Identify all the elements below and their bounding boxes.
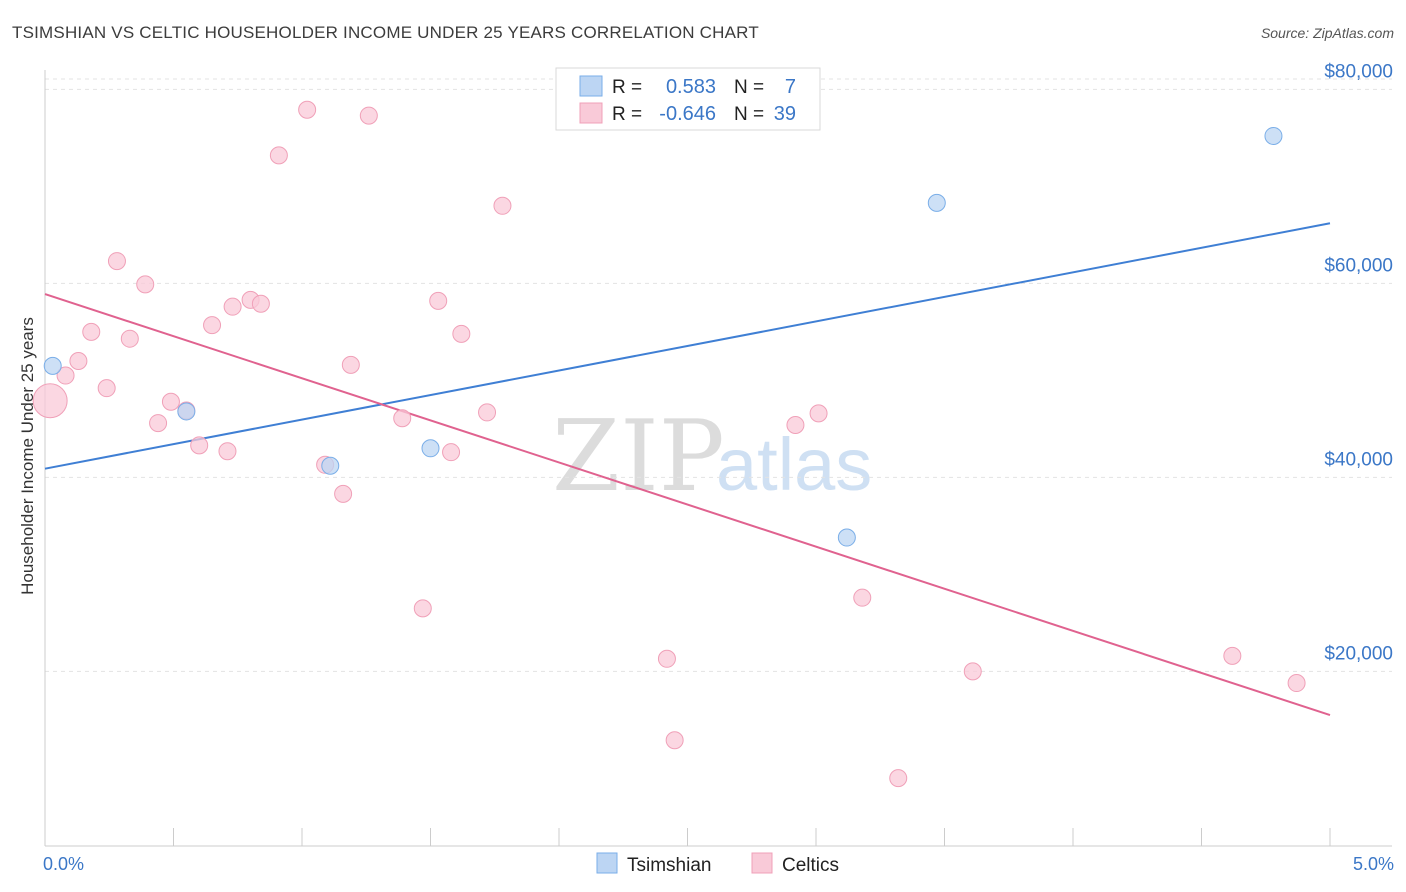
point-celtics xyxy=(190,436,209,455)
watermark-atlas: atlas xyxy=(716,423,872,506)
point-celtics xyxy=(393,409,412,428)
legend-n-value-celtics: 39 xyxy=(774,103,796,125)
point-celtics xyxy=(69,352,88,370)
bottom-legend-label-celtics: Celtics xyxy=(782,855,839,876)
point-celtics xyxy=(203,316,222,335)
point-celtics xyxy=(493,196,512,215)
point-celtics xyxy=(120,329,139,348)
point-celtics xyxy=(442,443,461,462)
point-celtics xyxy=(809,404,828,423)
point-celtics xyxy=(1287,674,1306,693)
legend-swatch-celtics xyxy=(579,102,603,124)
point-tsimshian xyxy=(837,528,856,547)
trend-line-tsimshian xyxy=(44,222,1331,470)
bottom-legend-swatch-celtics xyxy=(751,852,773,874)
watermark-zip: ZIP xyxy=(552,400,725,514)
point-celtics xyxy=(963,662,982,681)
legend-n-value-tsimshian: 7 xyxy=(785,76,796,98)
point-celtics xyxy=(107,252,126,271)
point-celtics xyxy=(1223,646,1242,665)
point-celtics xyxy=(341,355,360,374)
bottom-legend: Tsimshian Celtics xyxy=(596,852,839,876)
legend: R = 0.583 N = 7 R = -0.646 N = 39 xyxy=(555,67,821,131)
y-tick-label: $20,000 xyxy=(1324,643,1393,664)
bottom-legend-swatch-tsimshian xyxy=(596,852,618,874)
point-tsimshian xyxy=(421,439,440,458)
point-celtics xyxy=(334,484,353,503)
chart-title: TSIMSHIAN VS CELTIC HOUSEHOLDER INCOME U… xyxy=(12,23,759,42)
point-celtics xyxy=(786,416,805,435)
data-points xyxy=(32,100,1306,788)
y-ticks: $20,000 $40,000 $60,000 $80,000 xyxy=(1324,61,1393,664)
point-tsimshian xyxy=(927,193,946,212)
y-axis-label: Householder Income Under 25 years xyxy=(18,317,37,595)
x-tick-label-min: 0.0% xyxy=(43,854,84,874)
point-celtics xyxy=(82,322,101,341)
y-tick-label: $40,000 xyxy=(1324,449,1393,470)
point-celtics xyxy=(136,275,155,294)
point-celtics xyxy=(665,731,684,750)
point-celtics xyxy=(161,392,180,411)
legend-n-label-tsimshian: N = xyxy=(734,77,764,98)
point-celtics xyxy=(452,324,471,343)
point-celtics xyxy=(251,294,270,313)
point-tsimshian xyxy=(43,356,62,375)
point-celtics xyxy=(478,403,497,422)
legend-r-value-tsimshian: 0.583 xyxy=(666,76,716,98)
bottom-legend-label-tsimshian: Tsimshian xyxy=(627,855,711,876)
point-celtics xyxy=(56,366,75,385)
point-celtics xyxy=(889,769,908,788)
trend-line-celtics xyxy=(44,293,1331,717)
point-tsimshian xyxy=(321,456,340,475)
point-celtics xyxy=(223,297,242,316)
point-tsimshian xyxy=(1264,126,1283,145)
point-celtics xyxy=(298,100,317,119)
point-celtics xyxy=(97,379,116,398)
legend-n-label-celtics: N = xyxy=(734,104,764,125)
axes xyxy=(44,70,1392,847)
y-tick-label: $60,000 xyxy=(1324,255,1393,276)
point-celtics xyxy=(269,146,288,165)
legend-r-value-celtics: -0.646 xyxy=(659,103,716,125)
legend-swatch-tsimshian xyxy=(579,75,603,97)
y-tick-label: $80,000 xyxy=(1324,61,1393,82)
point-celtics xyxy=(32,383,68,419)
trend-lines xyxy=(44,222,1331,717)
legend-r-label-tsimshian: R = xyxy=(612,77,642,98)
legend-r-label-celtics: R = xyxy=(612,104,642,125)
point-celtics xyxy=(657,649,676,668)
point-celtics xyxy=(149,414,168,433)
chart-source: Source: ZipAtlas.com xyxy=(1261,25,1394,41)
x-tick-label-max: 5.0% xyxy=(1353,854,1394,874)
point-celtics xyxy=(853,588,872,607)
point-tsimshian xyxy=(177,402,196,421)
gridlines xyxy=(45,78,1392,672)
point-celtics xyxy=(413,599,432,618)
point-celtics xyxy=(429,291,448,310)
point-celtics xyxy=(218,442,237,461)
x-ticks xyxy=(44,828,1331,846)
point-celtics xyxy=(359,106,378,125)
